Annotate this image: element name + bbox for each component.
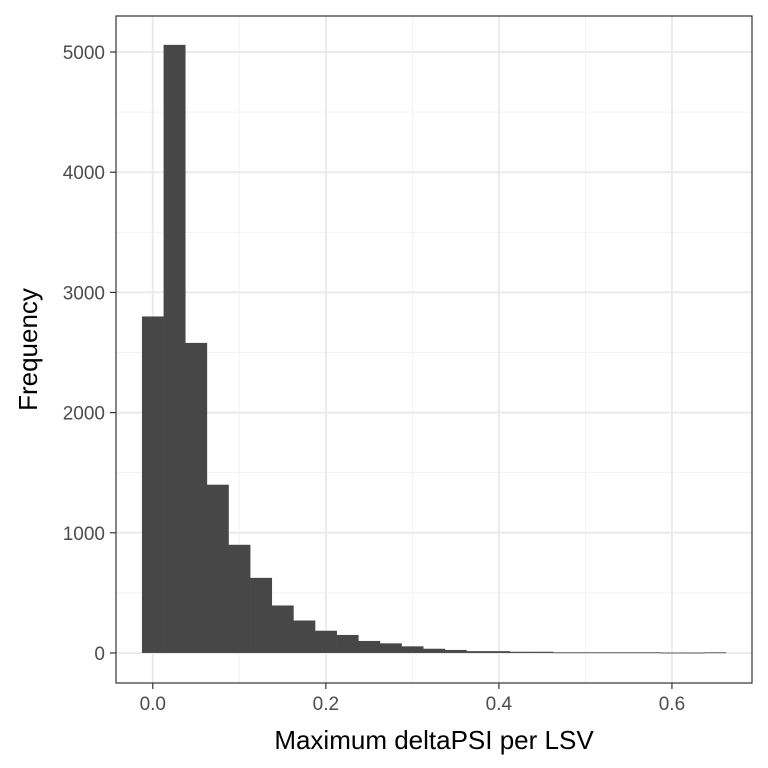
- x-tick-label: 0.2: [313, 694, 339, 715]
- histogram-bar: [185, 342, 208, 653]
- histogram-bar: [206, 484, 229, 653]
- histogram-bar: [315, 630, 337, 653]
- y-tick-label: 5000: [63, 43, 105, 64]
- histogram-bar: [444, 649, 467, 653]
- x-tick-label: 0.4: [486, 694, 513, 715]
- x-axis-ticks: 0.0 0.2 0.4 0.6: [140, 683, 685, 715]
- histogram-bar: [423, 648, 446, 653]
- histogram-bar: [574, 652, 597, 654]
- histogram-bar: [466, 651, 489, 653]
- y-tick-label: 1000: [63, 524, 105, 545]
- histogram-bar: [336, 634, 359, 653]
- y-tick-label: 2000: [63, 404, 105, 425]
- y-tick-label: 3000: [63, 283, 105, 304]
- histogram-bar: [293, 620, 316, 653]
- histogram-bar: [228, 544, 251, 653]
- y-tick-label: 0: [94, 644, 105, 665]
- y-tick-label: 4000: [63, 163, 105, 184]
- histogram-bar: [639, 652, 662, 654]
- histogram-bar: [271, 605, 294, 653]
- histogram-bars: [141, 44, 727, 654]
- histogram-bar: [488, 651, 511, 653]
- histogram-bar: [682, 652, 705, 654]
- histogram-bar: [617, 652, 640, 654]
- x-tick-label: 0.0: [140, 694, 166, 715]
- histogram-bar: [141, 316, 164, 653]
- x-tick-label: 0.6: [659, 694, 685, 715]
- histogram-bar: [358, 640, 381, 653]
- histogram-bar: [552, 652, 575, 654]
- histogram-bar: [509, 651, 532, 653]
- histogram-bar: [401, 646, 424, 653]
- histogram-bar: [596, 652, 619, 654]
- y-axis-title: Frequency: [13, 288, 43, 411]
- histogram-bar: [163, 44, 186, 653]
- histogram-bar: [661, 652, 684, 654]
- x-axis-title: Maximum deltaPSI per LSV: [274, 725, 594, 755]
- histogram-bar: [531, 651, 554, 653]
- y-axis-ticks: 0 1000 2000 3000 4000 5000: [63, 43, 116, 665]
- histogram-bar: [704, 652, 727, 654]
- histogram-bar: [250, 577, 273, 653]
- panel-border: [115, 15, 753, 684]
- histogram-bar: [379, 643, 402, 653]
